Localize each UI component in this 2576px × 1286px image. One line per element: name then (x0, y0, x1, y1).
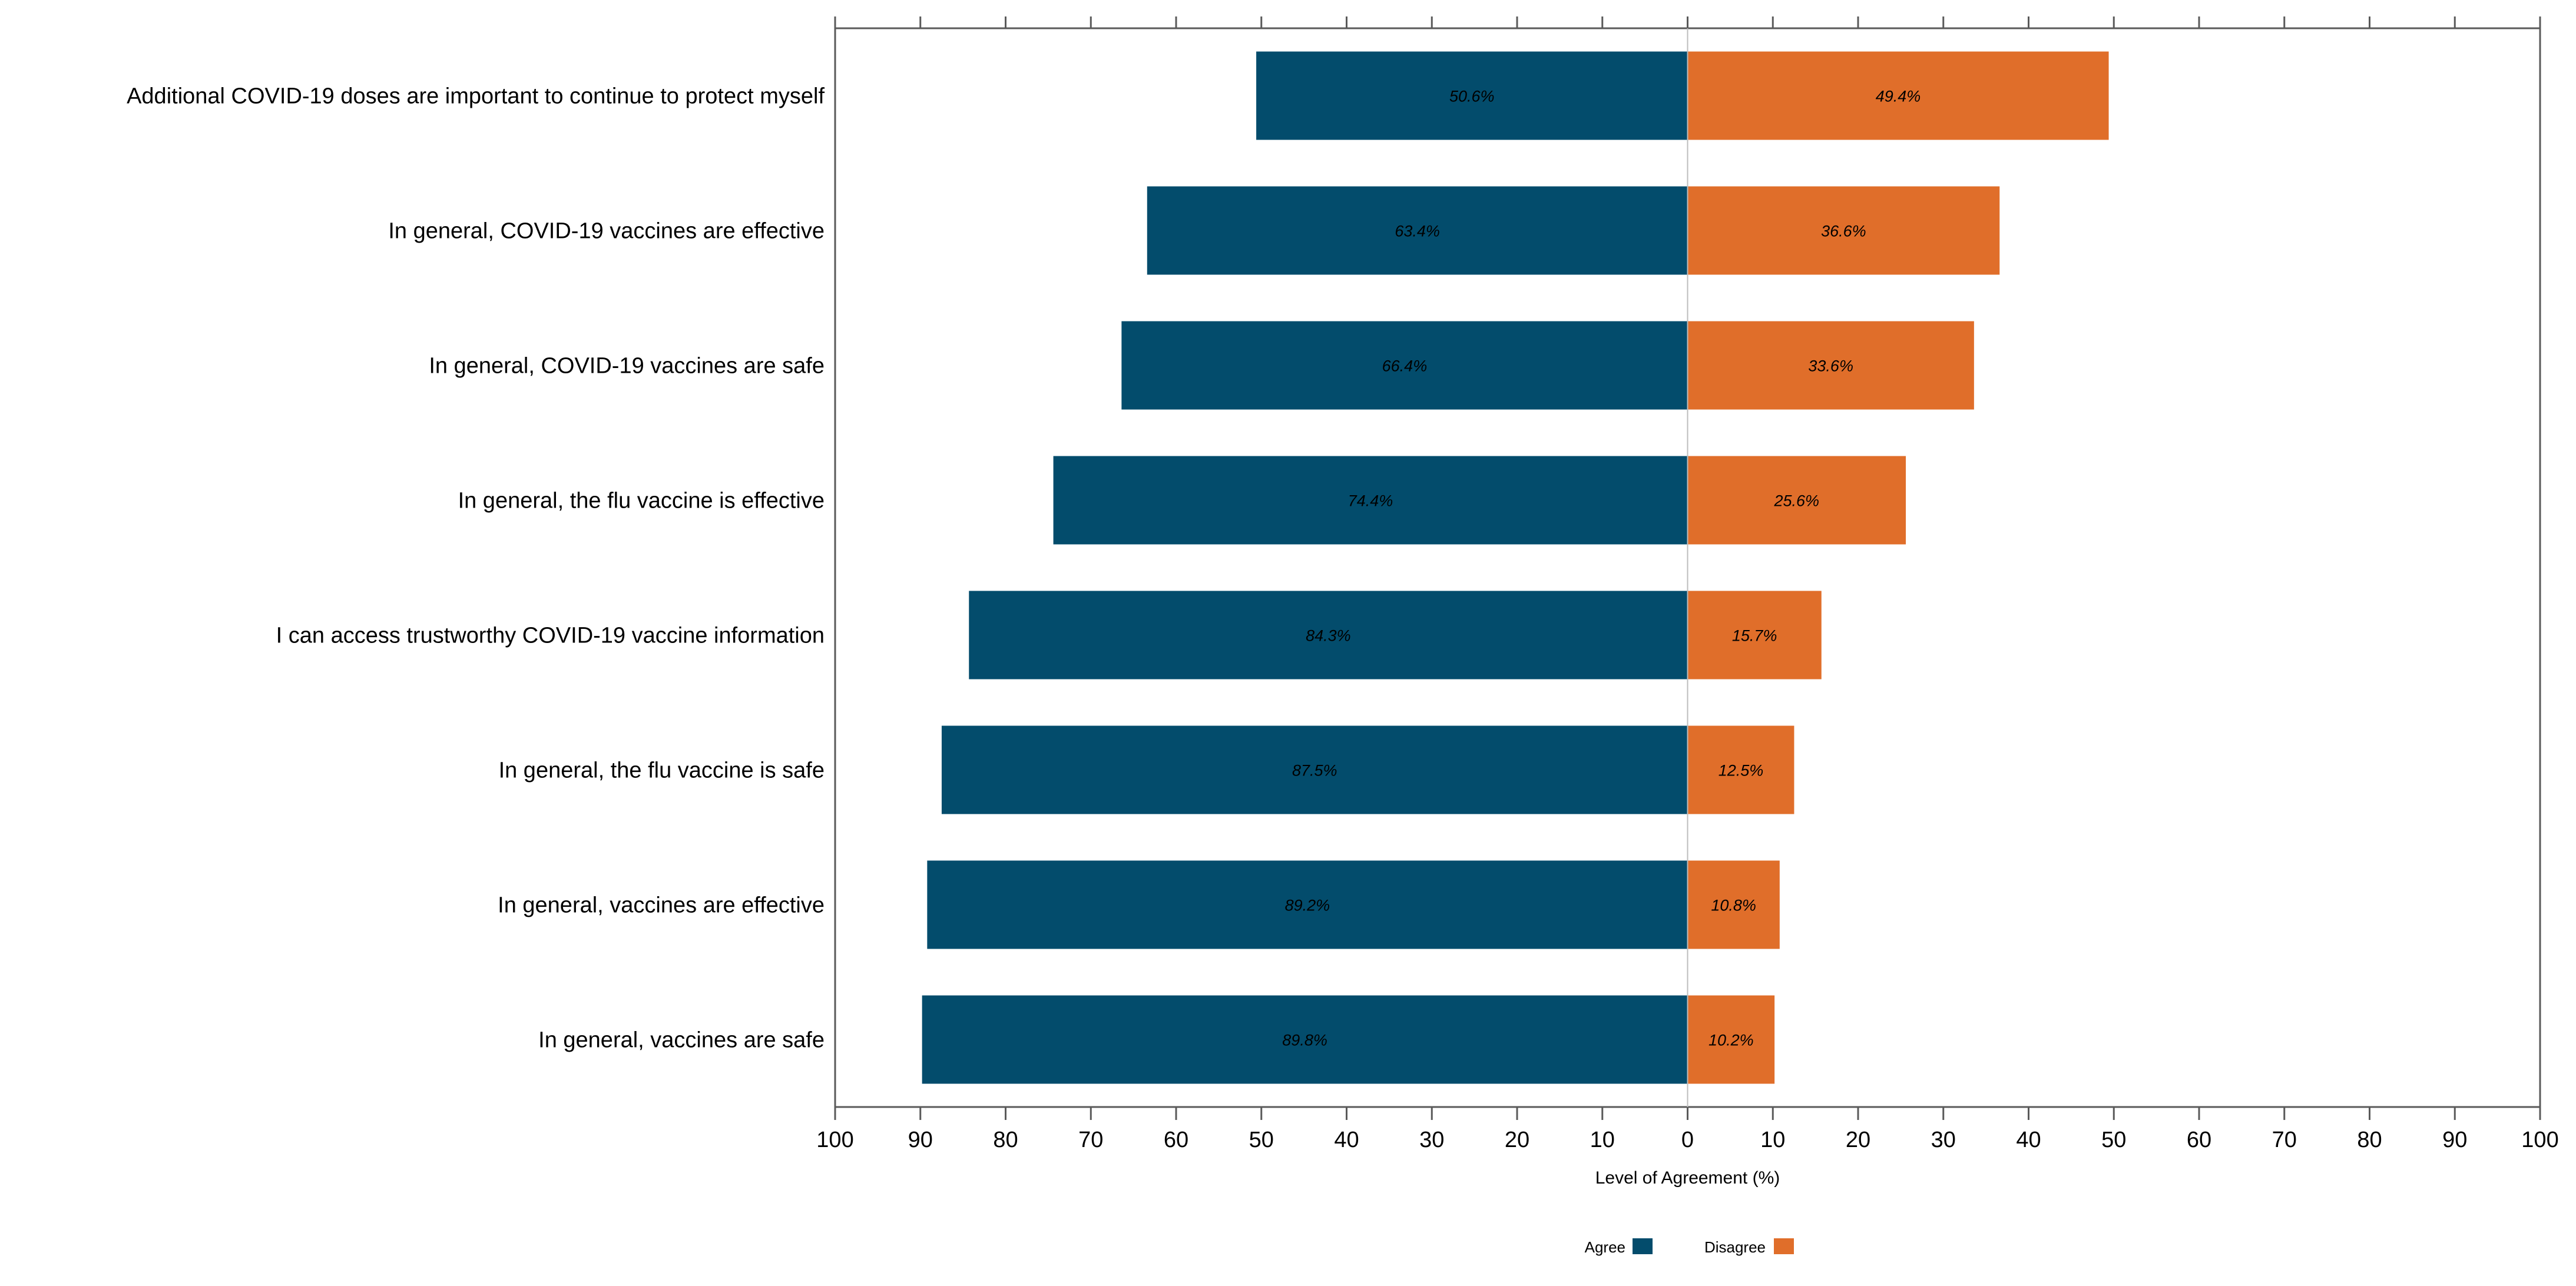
x-tick-label: 80 (2357, 1128, 2382, 1152)
agree-bar-label: 89.2% (1285, 897, 1330, 914)
agree-bar-label: 84.3% (1306, 627, 1351, 645)
x-tick-label: 90 (2442, 1128, 2467, 1152)
x-tick-label: 40 (1334, 1128, 1359, 1152)
category-label: In general, the flu vaccine is safe (499, 758, 825, 783)
category-label: In general, COVID-19 vaccines are safe (429, 354, 825, 379)
x-tick-label: 30 (1419, 1128, 1444, 1152)
disagree-bar (1687, 321, 1974, 410)
disagree-bar (1687, 51, 2109, 140)
category-label: In general, vaccines are safe (538, 1028, 825, 1053)
disagree-bar-label: 12.5% (1719, 762, 1764, 780)
agree-bar (1147, 186, 1688, 275)
x-tick-label: 30 (1931, 1128, 1956, 1152)
category-label: In general, vaccines are effective (498, 893, 825, 918)
category-label: In general, the flu vaccine is effective (458, 489, 825, 513)
disagree-bar-label: 49.4% (1876, 88, 1921, 105)
disagree-bar-label: 10.8% (1711, 897, 1756, 914)
agree-bar-label: 63.4% (1395, 223, 1440, 240)
x-tick-label: 0 (1681, 1128, 1694, 1152)
category-label: In general, COVID-19 vaccines are effect… (388, 219, 825, 244)
disagree-bar-label: 36.6% (1821, 223, 1866, 240)
agree-bar (922, 995, 1688, 1084)
disagree-bar-label: 33.6% (1808, 357, 1853, 375)
agree-bar-label: 50.6% (1449, 88, 1495, 105)
category-label: Additional COVID-19 doses are important … (127, 84, 825, 109)
agree-bar-label: 66.4% (1382, 357, 1428, 375)
disagree-bar-label: 15.7% (1732, 627, 1777, 645)
disagree-bar-label: 25.6% (1773, 492, 1819, 510)
agree-bar (927, 860, 1688, 949)
agree-bar (969, 591, 1688, 680)
agree-bar-label: 74.4% (1348, 492, 1393, 510)
disagree-bar (1687, 860, 1780, 949)
x-tick-label: 90 (908, 1128, 933, 1152)
x-axis-title: Level of Agreement (%) (1595, 1168, 1780, 1188)
x-tick-label: 70 (2272, 1128, 2297, 1152)
disagree-bar (1687, 456, 1906, 545)
legend-label-disagree: Disagree (1704, 1238, 1766, 1256)
agree-bar (1121, 321, 1688, 410)
agree-bar-label: 89.8% (1282, 1032, 1327, 1049)
legend-swatch-agree (1633, 1238, 1653, 1254)
agree-bar (1053, 456, 1688, 545)
x-tick-label: 10 (1590, 1128, 1615, 1152)
category-label: I can access trustworthy COVID-19 vaccin… (276, 624, 825, 648)
legend-label-agree: Agree (1585, 1238, 1625, 1256)
x-tick-label: 20 (1846, 1128, 1870, 1152)
agree-bar (1256, 51, 1688, 140)
x-tick-label: 20 (1505, 1128, 1529, 1152)
agree-bar (941, 725, 1688, 814)
x-tick-label: 80 (993, 1128, 1018, 1152)
agree-bar-label: 87.5% (1292, 762, 1337, 780)
disagree-bar (1687, 186, 2000, 275)
x-tick-label: 100 (2521, 1128, 2558, 1152)
x-tick-label: 70 (1078, 1128, 1103, 1152)
disagree-bar (1687, 995, 1775, 1084)
x-tick-label: 60 (2187, 1128, 2211, 1152)
disagree-bar (1687, 725, 1794, 814)
disagree-bar (1687, 591, 1822, 680)
x-tick-label: 60 (1164, 1128, 1188, 1152)
x-tick-label: 40 (2016, 1128, 2041, 1152)
disagree-bar-label: 10.2% (1708, 1032, 1754, 1049)
x-tick-label: 50 (2101, 1128, 2126, 1152)
x-tick-label: 10 (1760, 1128, 1785, 1152)
x-tick-label: 100 (816, 1128, 853, 1152)
legend-swatch-disagree (1774, 1238, 1794, 1254)
x-tick-label: 50 (1249, 1128, 1274, 1152)
